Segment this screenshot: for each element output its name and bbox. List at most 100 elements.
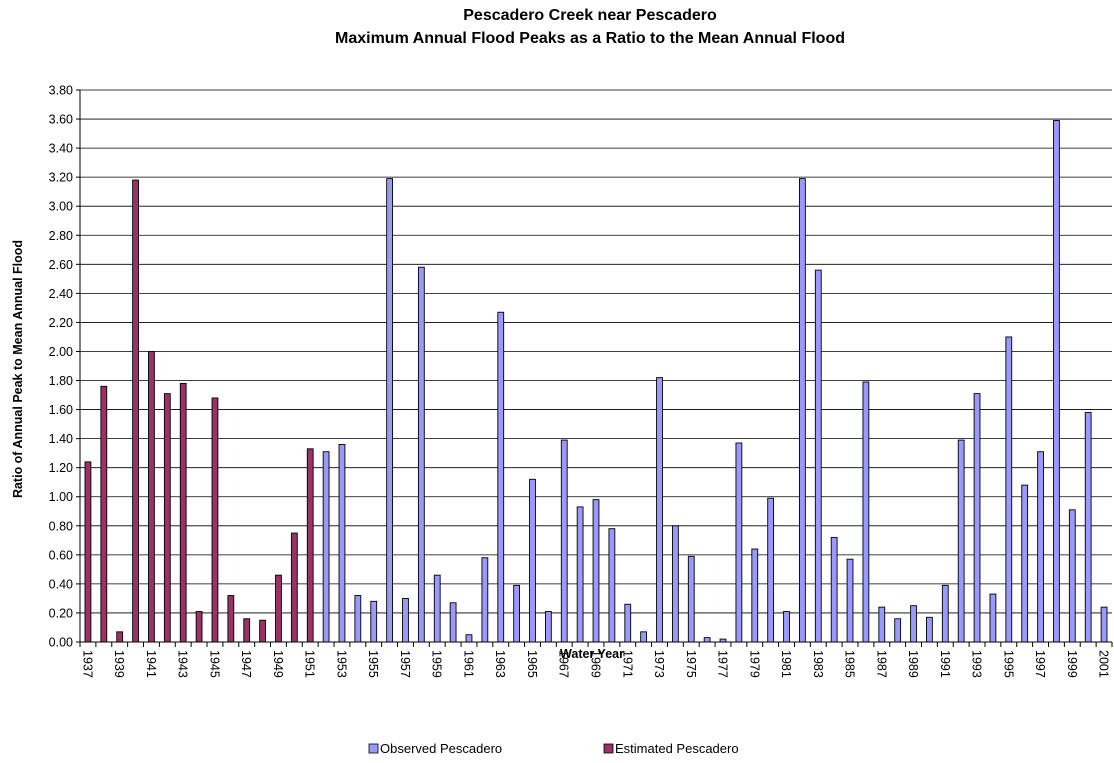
bar-observed-1980 — [767, 497, 775, 643]
x-tick-label: 1969 — [589, 650, 603, 678]
bar-observed-1965 — [529, 478, 536, 643]
bar-observed-1982 — [799, 178, 806, 643]
x-tick-label: 1979 — [747, 650, 761, 678]
bar-estimated-1948 — [259, 619, 266, 643]
x-tick-label: 1963 — [493, 650, 507, 678]
x-tick-label: 1989 — [906, 650, 920, 678]
bar-observed-1967 — [560, 439, 568, 643]
bar-observed-1972 — [640, 631, 648, 643]
y-axis-title: Ratio of Annual Peak to Mean Annual Floo… — [11, 240, 25, 498]
bar-estimated-1939 — [116, 631, 124, 643]
bar-observed-1969 — [592, 499, 600, 643]
bar-observed-1989 — [910, 605, 917, 643]
bar-observed-1976 — [703, 637, 711, 643]
x-axis-title: Water Year — [560, 647, 624, 661]
x-tick-label: 1975 — [684, 650, 698, 678]
bar-observed-1991 — [941, 584, 949, 643]
bar-observed-1988 — [894, 618, 902, 643]
y-tick-label: 3.00 — [49, 200, 73, 214]
bar-observed-1952 — [322, 451, 330, 643]
y-tick-label: 3.80 — [49, 84, 73, 98]
bar-observed-1983 — [814, 269, 822, 643]
legend: Observed Pescadero Estimated Pescadero — [368, 741, 739, 756]
bar-observed-1994 — [989, 593, 997, 643]
x-tick-label: 1983 — [811, 650, 825, 678]
bar-estimated-1937 — [84, 461, 92, 643]
x-tick-label: 2001 — [1097, 650, 1111, 678]
bar-observed-1974 — [671, 525, 679, 643]
bar-observed-1996 — [1021, 484, 1029, 643]
bar-estimated-1949 — [275, 574, 282, 643]
bar-estimated-1946 — [227, 595, 235, 643]
bar-estimated-1951 — [306, 448, 314, 643]
bar-estimated-1947 — [243, 618, 251, 643]
bar-observed-1955 — [370, 600, 378, 643]
bar-observed-1960 — [449, 602, 457, 643]
bar-observed-1984 — [830, 536, 838, 643]
bar-observed-1975 — [687, 555, 695, 643]
x-tick-label: 1971 — [620, 650, 634, 678]
bar-observed-1979 — [751, 548, 759, 643]
y-tick-label: 2.00 — [49, 345, 73, 359]
bar-observed-1990 — [926, 616, 933, 643]
bar-observed-1995 — [1005, 336, 1013, 643]
bars — [84, 120, 1108, 643]
bar-observed-1963 — [497, 311, 505, 643]
bar-observed-1962 — [481, 557, 489, 643]
bar-observed-1961 — [465, 634, 473, 643]
y-tick-label: 1.20 — [49, 461, 73, 475]
y-tick-label: 1.40 — [49, 432, 73, 446]
bar-observed-1985 — [846, 558, 854, 643]
legend-swatch-estimated — [603, 743, 614, 754]
chart-subtitle: Maximum Annual Flood Peaks as a Ratio to… — [335, 30, 845, 47]
legend-label-estimated: Estimated Pescadero — [615, 741, 739, 756]
bar-observed-1998 — [1053, 120, 1060, 643]
bar-estimated-1945 — [211, 397, 219, 643]
bar-observed-1987 — [878, 606, 886, 643]
x-tick-label: 1995 — [1001, 650, 1015, 678]
bar-observed-1993 — [973, 393, 981, 643]
bar-observed-1957 — [402, 597, 409, 643]
bar-observed-2000 — [1084, 412, 1092, 643]
y-tick-label: 2.40 — [49, 287, 73, 301]
y-tick-label: 0.80 — [49, 519, 73, 533]
bar-estimated-1940 — [132, 179, 139, 643]
x-tick-label: 1961 — [461, 650, 475, 678]
x-tick-label: 1981 — [779, 650, 793, 678]
x-tick-label: 1991 — [938, 650, 952, 678]
bar-observed-1956 — [386, 178, 393, 643]
bar-observed-1966 — [544, 611, 552, 643]
bar-estimated-1944 — [195, 611, 203, 643]
bar-observed-1997 — [1037, 451, 1044, 643]
x-tick-label: 1959 — [430, 650, 444, 678]
y-tick-label: 1.00 — [49, 490, 73, 504]
y-tick-label: 1.80 — [49, 374, 73, 388]
x-tick-label: 1965 — [525, 650, 539, 678]
y-tick-label: 0.60 — [49, 548, 73, 562]
x-tick-label: 1949 — [271, 650, 285, 678]
x-tick-labels: 1937 1939 1941 1943 1945 1947 1949 1951 1953 1955… — [80, 650, 1110, 678]
y-tick-label: 1.60 — [49, 403, 73, 417]
y-tick-label: 2.20 — [49, 316, 73, 330]
x-tick-label: 1947 — [239, 650, 253, 678]
bar-observed-1999 — [1068, 509, 1076, 643]
bar-estimated-1941 — [148, 351, 155, 643]
x-tick-label: 1943 — [176, 650, 190, 678]
y-tick-label: 0.20 — [49, 606, 73, 620]
bar-observed-1971 — [624, 603, 632, 643]
bar-estimated-1943 — [179, 382, 187, 643]
y-tick-labels: 0.00 0.20 0.40 0.60 0.80 1.00 1.20 1.40 1.60 1.80… — [49, 84, 73, 650]
legend-swatch-observed — [368, 743, 379, 754]
x-tick-label: 1977 — [716, 650, 730, 678]
y-tick-label: 0.00 — [49, 636, 73, 650]
x-tick-label: 1937 — [80, 650, 94, 678]
x-tick-label: 1951 — [303, 650, 317, 678]
bar-observed-1954 — [354, 595, 362, 643]
y-tick-label: 2.60 — [49, 258, 73, 272]
y-tick-label: 3.60 — [49, 113, 73, 127]
bar-estimated-1938 — [100, 385, 108, 643]
bar-observed-1973 — [656, 377, 663, 643]
x-tick-label: 1967 — [557, 650, 571, 678]
bar-observed-1978 — [735, 442, 743, 643]
